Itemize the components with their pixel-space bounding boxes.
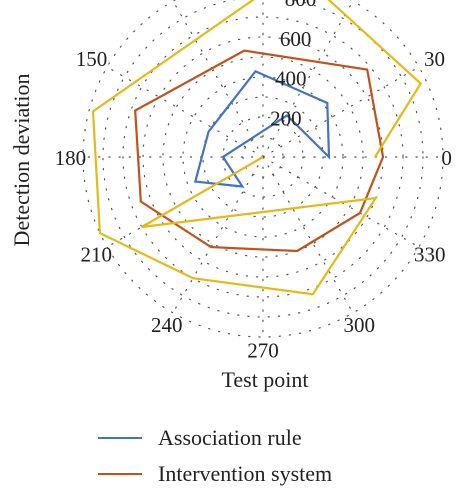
legend-label-association-rule: Association rule	[158, 425, 302, 450]
radial-tick-label-400: 400	[275, 67, 307, 91]
radial-tick-label-800: 800	[285, 0, 317, 11]
axis-labels: 200 400 600 800 0 30 150 180 210 240 270 300 330	[55, 0, 452, 363]
angle-label-270: 270	[247, 339, 279, 363]
legend: Association rule Intervention system	[98, 420, 332, 492]
legend-swatch-association-rule	[98, 437, 142, 439]
grid-spoke-60	[262, 0, 354, 158]
legend-swatch-intervention-system	[98, 473, 142, 475]
grid-ring-700	[122, 16, 404, 298]
grid-ring-900	[82, 0, 444, 338]
grid-ring-800	[102, 0, 424, 318]
y-axis-label: Detection deviation	[9, 73, 34, 247]
x-axis-label: Test point	[221, 367, 309, 392]
angle-label-0: 0	[441, 146, 452, 170]
angle-label-180: 180	[55, 146, 87, 170]
radar-chart: 200 400 600 800 0 30 150 180 210 240 270 300 330	[55, 0, 452, 363]
grid-spoke-300	[262, 156, 354, 314]
series-line-intervention-system	[134, 49, 385, 253]
legend-item-association-rule: Association rule	[98, 420, 332, 456]
grid-ring-300	[202, 96, 324, 218]
legend-item-intervention-system: Intervention system	[98, 456, 332, 492]
legend-label-intervention-system: Intervention system	[158, 461, 333, 486]
grid-spoke-240	[172, 156, 264, 314]
angle-label-210: 210	[80, 242, 112, 266]
series-line-association-rule	[193, 69, 331, 188]
grid-spoke-30	[262, 66, 420, 158]
angle-label-150: 150	[76, 47, 108, 71]
grid-ring-200	[222, 116, 304, 198]
series-layer	[91, 0, 423, 296]
grid-spoke-150	[106, 66, 264, 158]
grid-ring-500	[162, 56, 364, 258]
grid-spoke-120	[172, 0, 264, 158]
polar-grid	[82, 0, 444, 338]
angle-label-30: 30	[424, 47, 445, 71]
angle-label-240: 240	[151, 313, 183, 337]
radial-tick-label-200: 200	[270, 106, 302, 130]
angle-label-330: 330	[414, 242, 446, 266]
series-line-series-3	[91, 0, 423, 296]
radial-tick-label-600: 600	[280, 27, 312, 51]
angle-label-300: 300	[344, 313, 376, 337]
grid-spoke-330	[262, 156, 420, 248]
grid-ring-400	[182, 76, 344, 238]
